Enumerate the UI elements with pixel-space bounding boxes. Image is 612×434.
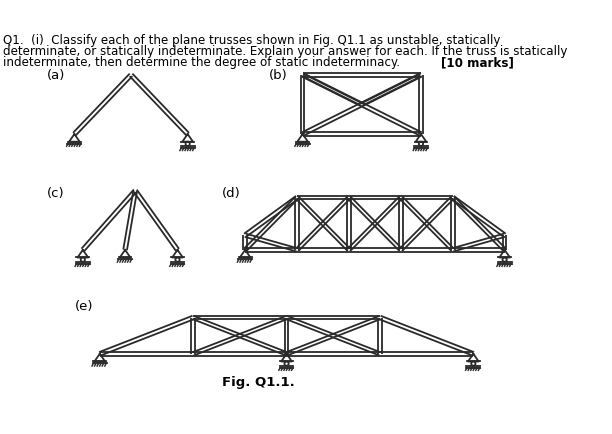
Text: (d): (d) [222,187,241,200]
Text: indeterminate, then determine the degree of static indeterminacy.: indeterminate, then determine the degree… [4,56,400,69]
Text: (e): (e) [75,299,93,312]
Text: determinate, or statically indeterminate. Explain your answer for each. If the t: determinate, or statically indeterminate… [4,46,568,58]
Text: (c): (c) [47,187,65,200]
Text: (a): (a) [47,69,65,82]
Text: [10 marks]: [10 marks] [441,56,514,69]
Text: Q1.  (i)  Classify each of the plane trusses shown in Fig. Q1.1 as unstable, sta: Q1. (i) Classify each of the plane truss… [4,34,501,47]
Text: Fig. Q1.1.: Fig. Q1.1. [222,375,295,388]
Text: (b): (b) [269,69,288,82]
